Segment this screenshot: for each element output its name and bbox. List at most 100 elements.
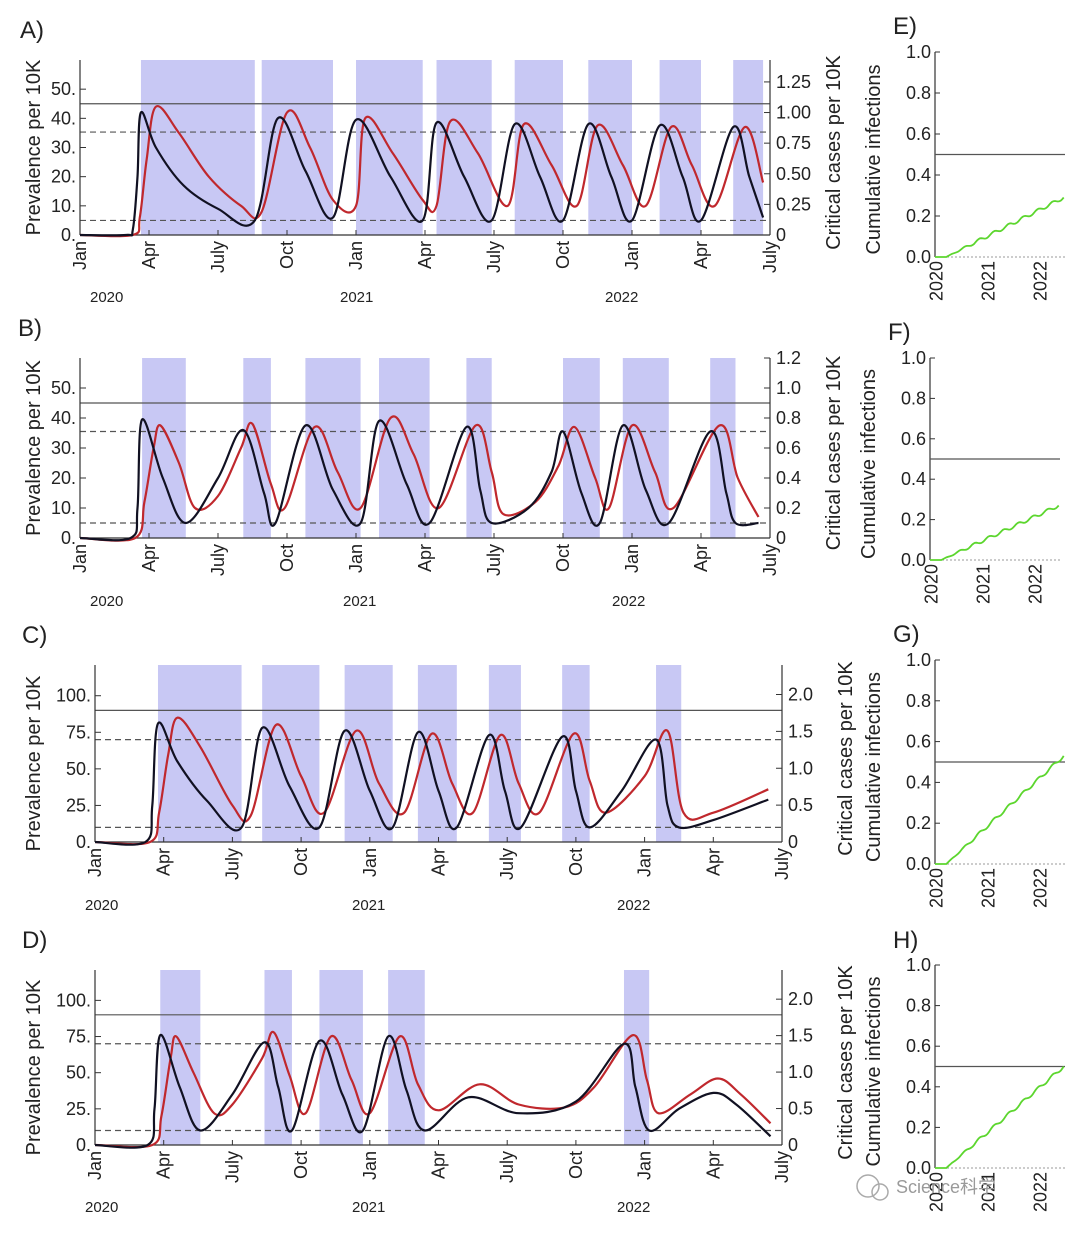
y2tick-label: 0 (776, 225, 786, 245)
xtick-label: Jan (622, 241, 642, 270)
intervention-band (264, 970, 292, 1145)
panel-label: C) (22, 622, 47, 649)
ytick-label: 0.2 (901, 510, 926, 530)
y2tick-label: 0 (788, 832, 798, 852)
xtick-label: Jan (635, 1151, 655, 1180)
xtick-label: Jan (70, 544, 90, 573)
year-label: 2020 (90, 289, 123, 306)
cumulative-infections-line (935, 1065, 1065, 1169)
y2tick-label: 0.75 (776, 133, 811, 153)
y2tick-label: 1.0 (788, 758, 813, 778)
ytick-label: 0.6 (906, 732, 931, 752)
wechat-icon (856, 1174, 880, 1198)
xtick-label: Jan (346, 544, 366, 573)
xtick-label: 2020 (922, 564, 942, 604)
xtick-label: July (222, 1151, 242, 1183)
xtick-label: Oct (277, 241, 297, 269)
xtick-label: Apr (154, 1151, 174, 1179)
ytick-label: 30. (51, 438, 76, 458)
intervention-band (262, 665, 320, 842)
xtick-label: 2021 (979, 868, 999, 908)
critical-cases-line (79, 415, 760, 542)
ytick-label: 0.4 (901, 469, 926, 489)
xtick-label: Oct (553, 544, 573, 572)
y2tick-label: 1.5 (788, 1026, 813, 1046)
ytick-label: 100. (56, 990, 91, 1010)
ytick-label: 0. (76, 832, 91, 852)
cum-axis-title: Cumulative infections (858, 369, 880, 559)
ytick-label: 100. (56, 686, 91, 706)
intervention-band (157, 665, 242, 842)
xtick-label: Apr (415, 544, 435, 572)
ytick-label: 40. (51, 408, 76, 428)
ytick-label: 0.0 (901, 550, 926, 570)
xtick-label: 2022 (1031, 868, 1051, 908)
cumulative-infections-line (930, 504, 1060, 561)
xtick-label: Jan (70, 241, 90, 270)
panel-c: C) 0. 25. 50. 75. 100. 0 0.5 1.0 1.5 2.0 Jan Apr July… (22, 622, 857, 914)
xtick-label: Oct (566, 848, 586, 876)
y2tick-label: 1.0 (776, 378, 801, 398)
watermark: Science科学 (856, 1174, 996, 1201)
intervention-band (466, 358, 492, 538)
prevalence-line (94, 721, 769, 846)
critical-cases-line (79, 104, 765, 238)
xtick-label: Oct (553, 241, 573, 269)
xtick-label: July (222, 848, 242, 880)
xtick-label: 2022 (1031, 261, 1051, 301)
intervention-band (488, 665, 521, 842)
right-axis-title: Critical cases per 10K (823, 355, 845, 550)
xtick-label: 2021 (979, 261, 999, 301)
ytick-label: 30. (51, 138, 76, 158)
xtick-label: 2022 (1031, 1172, 1051, 1212)
left-axis-title: Prevalence per 10K (23, 979, 45, 1155)
y2tick-label: 0.8 (776, 408, 801, 428)
ytick-label: 50. (51, 378, 76, 398)
y2tick-label: 2.0 (788, 685, 813, 705)
ytick-label: 75. (66, 1027, 91, 1047)
xtick-label: Apr (415, 241, 435, 269)
year-label: 2020 (90, 593, 123, 610)
intervention-band (514, 60, 563, 235)
xtick-label: Jan (360, 848, 380, 877)
xtick-label: Jan (622, 544, 642, 573)
intervention-band (140, 60, 255, 235)
panel-label: H) (893, 927, 918, 954)
right-axis-title: Critical cases per 10K (823, 55, 845, 250)
intervention-band (388, 970, 425, 1145)
xtick-label: July (208, 544, 228, 576)
intervention-band (588, 60, 632, 235)
xtick-label: Apr (691, 544, 711, 572)
left-axis-title: Prevalence per 10K (23, 360, 45, 536)
y2tick-label: 0.2 (776, 498, 801, 518)
intervention-band (623, 970, 650, 1145)
ytick-label: 0.4 (906, 165, 931, 185)
xtick-label: 2020 (927, 868, 947, 908)
ytick-label: 0.0 (906, 854, 931, 874)
ytick-label: 0.6 (906, 124, 931, 144)
wechat-icon-small (871, 1183, 889, 1201)
xtick-label: Oct (566, 1151, 586, 1179)
panel-f: F) 0.0 0.2 0.4 0.6 0.8 1.0 2020 2021 2022 Cumulati… (858, 319, 1060, 604)
ytick-label: 50. (66, 759, 91, 779)
ytick-label: 50. (51, 79, 76, 99)
xtick-label: Apr (154, 848, 174, 876)
left-axis-title: Prevalence per 10K (23, 675, 45, 851)
xtick-label: Apr (139, 241, 159, 269)
xtick-label: 2022 (1026, 564, 1046, 604)
xtick-label: Apr (429, 1151, 449, 1179)
intervention-band (379, 358, 430, 538)
xtick-label: Apr (691, 241, 711, 269)
ytick-label: 0.0 (906, 1158, 931, 1178)
xtick-label: July (760, 241, 780, 273)
ytick-label: 25. (66, 1099, 91, 1119)
cum-axis-title: Cumulative infections (863, 672, 885, 862)
xtick-label: Apr (703, 848, 723, 876)
xtick-label: 2021 (974, 564, 994, 604)
xtick-label: July (484, 544, 504, 576)
intervention-band (243, 358, 271, 538)
cumulative-infections-line (935, 755, 1065, 865)
ytick-label: 1.0 (901, 348, 926, 368)
ytick-label: 10. (51, 498, 76, 518)
ytick-label: 1.0 (906, 955, 931, 975)
